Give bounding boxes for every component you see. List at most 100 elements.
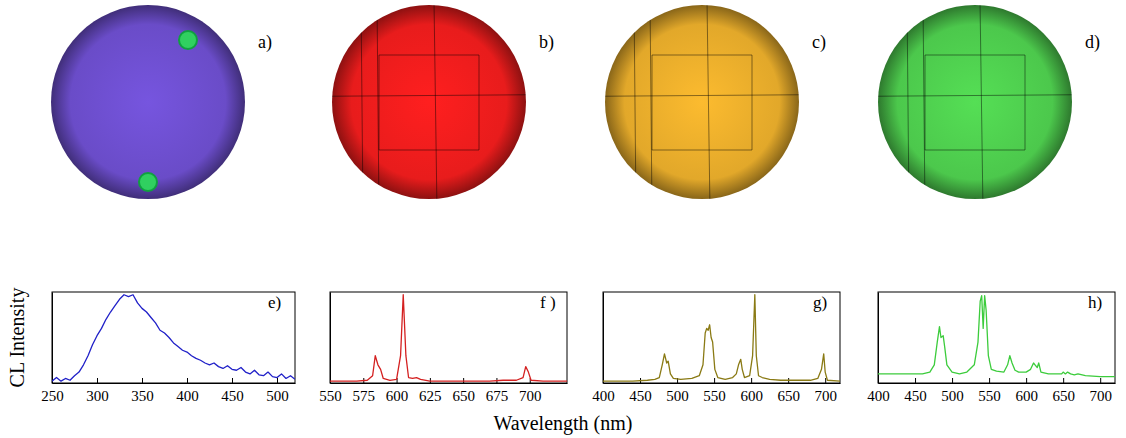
x-tick-label: 625	[419, 388, 442, 404]
x-tick-label: 700	[519, 388, 542, 404]
panel-label: d)	[1085, 32, 1100, 53]
photo	[775, 0, 1126, 210]
reticle-line	[434, 0, 437, 210]
plot-marks	[330, 295, 567, 381]
panel-label: a)	[258, 32, 272, 53]
panel-label: b)	[539, 32, 554, 53]
x-tick-label: 600	[386, 388, 409, 404]
reticle-line	[980, 0, 983, 210]
reticle-line	[707, 0, 710, 210]
reticle-line	[229, 94, 629, 97]
reticle	[139, 31, 197, 191]
x-tick-label: 650	[452, 388, 475, 404]
plot-frame	[52, 292, 295, 383]
x-tick: 450	[629, 378, 652, 404]
x-axis-line	[331, 383, 568, 384]
x-tick-label: 250	[41, 388, 64, 404]
x-tick: 575	[353, 378, 376, 404]
x-tick: 500	[666, 378, 689, 404]
spectrum-line	[878, 296, 1115, 377]
plot-frame	[603, 292, 840, 383]
y-axis-line	[52, 293, 53, 384]
x-tick-label: 500	[941, 388, 964, 404]
panel-label: h)	[1088, 293, 1102, 312]
y-axis	[878, 293, 879, 384]
x-tick: 650	[1052, 378, 1075, 404]
spot	[179, 31, 197, 49]
x-tick-label: 450	[904, 388, 927, 404]
x-tick-mark	[430, 378, 431, 383]
x-tick: 650	[452, 378, 475, 404]
x-tick: 700	[519, 378, 542, 404]
y-axis	[52, 293, 53, 384]
x-tick: 600	[740, 378, 763, 404]
reticle-line	[502, 94, 902, 97]
reticle-line	[479, 55, 480, 150]
reticle-line	[377, 0, 379, 210]
x-axis: 550 575 600 625 650 675 700	[319, 378, 567, 404]
x-tick-label: 550	[319, 388, 342, 404]
x-tick-label: 500	[666, 388, 689, 404]
x-tick: 550	[703, 378, 726, 404]
x-tick-label: 700	[814, 388, 837, 404]
x-tick-label: 450	[629, 388, 652, 404]
reticle-line	[652, 55, 752, 56]
spectrum-panel: 400 450 500 550 600 650 700 g)	[592, 292, 840, 404]
plot-marks	[603, 295, 840, 381]
x-tick-label: 500	[266, 388, 289, 404]
x-tick-mark	[1063, 378, 1064, 383]
plot-frame	[330, 292, 567, 383]
x-tick-mark	[825, 378, 826, 383]
reticle-line	[1025, 55, 1026, 150]
x-tick-label: 675	[486, 388, 509, 404]
x-tick-label: 700	[1089, 388, 1112, 404]
photo	[229, 0, 629, 210]
spectrum-panel: 250300350400450500e)	[41, 292, 295, 404]
photo	[51, 5, 245, 199]
x-tick-mark	[1100, 378, 1101, 383]
x-tick-mark	[187, 378, 188, 383]
x-tick-label: 350	[131, 388, 154, 404]
x-tick: 350	[131, 378, 154, 404]
spectrum-panel: 400450500550600650700h)	[867, 292, 1115, 404]
reticle-line	[379, 150, 479, 151]
reticle-line	[923, 0, 925, 210]
reticle-line	[361, 0, 363, 210]
y-axis	[603, 293, 604, 384]
reticle-line	[907, 0, 909, 210]
x-tick: 450	[904, 378, 927, 404]
reticle-line	[775, 94, 1126, 97]
x-tick: 400	[176, 378, 199, 404]
reticle	[502, 0, 902, 210]
x-tick-label: 600	[740, 388, 763, 404]
photo-disc	[51, 5, 245, 199]
reticle-line	[925, 150, 1025, 151]
x-axis-title: Wavelength (nm)	[494, 412, 633, 435]
x-axis-line	[879, 383, 1116, 384]
spot	[139, 173, 157, 191]
x-tick-label: 600	[1015, 388, 1038, 404]
x-tick: 300	[86, 378, 109, 404]
reticle-line	[925, 55, 1025, 56]
panel-label: f )	[540, 293, 556, 312]
x-tick-label: 300	[86, 388, 109, 404]
reticle-line	[650, 0, 652, 210]
x-tick: 625	[419, 378, 442, 404]
x-tick-label: 400	[592, 388, 615, 404]
x-tick-mark	[989, 378, 990, 383]
x-tick: 500	[266, 378, 289, 404]
panel-label: g)	[813, 293, 827, 312]
x-axis-line	[604, 383, 841, 384]
reticle-line	[379, 55, 479, 56]
y-axis-title: CL Intensity	[6, 288, 29, 388]
spectrum-line	[603, 295, 840, 381]
spectrum-line	[52, 295, 295, 381]
x-axis: 400 450 500 550 600 650 700	[592, 378, 840, 404]
x-tick-mark	[232, 378, 233, 383]
panel-label: c)	[812, 32, 826, 53]
x-tick: 650	[777, 378, 800, 404]
x-tick: 700	[814, 378, 837, 404]
spectrum-line	[330, 295, 567, 381]
x-axis: 400450500550600650700	[867, 378, 1115, 404]
x-tick-mark	[915, 378, 916, 383]
